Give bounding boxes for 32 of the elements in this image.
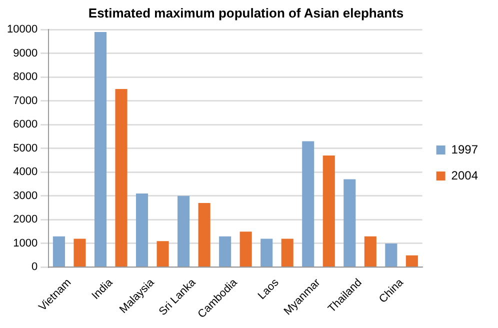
legend-label: 1997 [451, 142, 478, 156]
bar [302, 141, 314, 266]
bar [115, 89, 128, 266]
chart-title: Estimated maximum population of Asian elephants [88, 5, 404, 20]
y-tick-label: 8000 [13, 71, 38, 84]
bar [219, 236, 232, 266]
y-tick-label: 3000 [13, 190, 38, 202]
y-tick-label: 6000 [13, 118, 38, 131]
y-tick-label: 2000 [13, 214, 38, 226]
y-tick-label: 4000 [13, 166, 38, 178]
y-tick-label: 9000 [13, 47, 38, 60]
y-tick-label: 10000 [6, 24, 38, 36]
bar [240, 232, 252, 266]
bar [344, 179, 356, 266]
bar [406, 255, 418, 266]
bar [52, 236, 65, 266]
bar [178, 196, 190, 266]
bar [94, 32, 107, 266]
bar [156, 241, 169, 266]
y-tick-label: 5000 [13, 142, 38, 154]
bar [322, 156, 335, 266]
bar [385, 243, 398, 266]
bar [74, 238, 86, 266]
y-tick-label: 1000 [13, 237, 38, 250]
bar [260, 238, 273, 266]
y-tick-label: 7000 [13, 94, 38, 107]
bar [281, 238, 294, 266]
bar [364, 236, 376, 266]
bar [136, 194, 148, 266]
bar [198, 203, 210, 266]
y-tick-label: 0 [31, 261, 38, 274]
legend-label: 2004 [451, 168, 478, 182]
